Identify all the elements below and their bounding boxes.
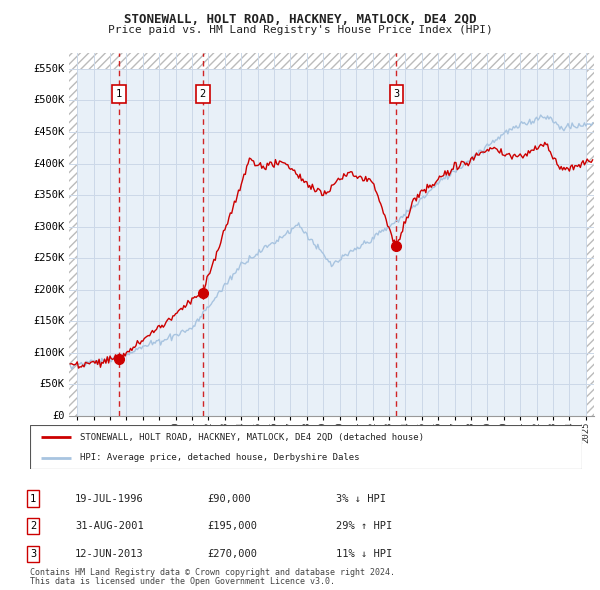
Text: £150K: £150K (34, 316, 65, 326)
Text: 12-JUN-2013: 12-JUN-2013 (75, 549, 144, 559)
Text: 1: 1 (116, 89, 122, 99)
Text: 3% ↓ HPI: 3% ↓ HPI (336, 494, 386, 503)
Text: £200K: £200K (34, 285, 65, 295)
Text: 2: 2 (30, 522, 36, 531)
FancyBboxPatch shape (30, 425, 582, 469)
Text: 19-JUL-1996: 19-JUL-1996 (75, 494, 144, 503)
Text: £450K: £450K (34, 127, 65, 137)
Text: £400K: £400K (34, 159, 65, 169)
Text: £300K: £300K (34, 222, 65, 232)
Text: 31-AUG-2001: 31-AUG-2001 (75, 522, 144, 531)
Text: 3: 3 (30, 549, 36, 559)
Text: 3: 3 (393, 89, 400, 99)
Text: HPI: Average price, detached house, Derbyshire Dales: HPI: Average price, detached house, Derb… (80, 454, 359, 463)
Text: £90,000: £90,000 (207, 494, 251, 503)
Text: STONEWALL, HOLT ROAD, HACKNEY, MATLOCK, DE4 2QD (detached house): STONEWALL, HOLT ROAD, HACKNEY, MATLOCK, … (80, 432, 424, 442)
Text: 29% ↑ HPI: 29% ↑ HPI (336, 522, 392, 531)
Text: £195,000: £195,000 (207, 522, 257, 531)
Text: Price paid vs. HM Land Registry's House Price Index (HPI): Price paid vs. HM Land Registry's House … (107, 25, 493, 35)
Text: STONEWALL, HOLT ROAD, HACKNEY, MATLOCK, DE4 2QD: STONEWALL, HOLT ROAD, HACKNEY, MATLOCK, … (124, 13, 476, 26)
Text: 1: 1 (30, 494, 36, 503)
Text: £50K: £50K (40, 379, 65, 389)
Text: £270,000: £270,000 (207, 549, 257, 559)
Text: 11% ↓ HPI: 11% ↓ HPI (336, 549, 392, 559)
Text: £250K: £250K (34, 253, 65, 263)
Text: £0: £0 (52, 411, 65, 421)
Text: £550K: £550K (34, 64, 65, 74)
Text: £350K: £350K (34, 190, 65, 200)
Text: 2: 2 (200, 89, 206, 99)
Text: Contains HM Land Registry data © Crown copyright and database right 2024.: Contains HM Land Registry data © Crown c… (30, 568, 395, 577)
Text: £500K: £500K (34, 96, 65, 106)
Text: £100K: £100K (34, 348, 65, 358)
Text: This data is licensed under the Open Government Licence v3.0.: This data is licensed under the Open Gov… (30, 578, 335, 586)
